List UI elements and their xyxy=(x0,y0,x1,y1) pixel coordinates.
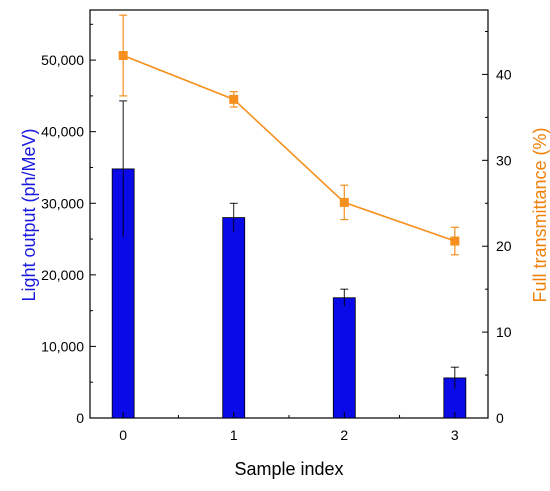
y-left-tick-label: 10,000 xyxy=(41,338,84,354)
y-right-tick-label: 10 xyxy=(496,324,512,340)
point-marker xyxy=(339,197,349,207)
x-tick-label: 1 xyxy=(230,427,238,443)
y-right-tick-label: 0 xyxy=(496,410,504,426)
bar xyxy=(332,297,356,419)
x-axis-title: Sample index xyxy=(234,459,343,479)
y-left-tick-label: 20,000 xyxy=(41,267,84,283)
point-marker xyxy=(450,236,460,246)
point-marker xyxy=(229,94,239,104)
point-marker xyxy=(118,51,128,61)
plot-area xyxy=(89,9,489,419)
y-left-axis-title: Light output (ph/MeV) xyxy=(19,128,39,301)
y-right-axis-title: Full transmittance (%) xyxy=(530,127,550,302)
transmittance-line xyxy=(122,54,456,242)
plot-frame xyxy=(89,9,489,419)
y-right-tick-label: 30 xyxy=(496,152,512,168)
y-left-tick-label: 0 xyxy=(76,410,84,426)
y-left-tick-label: 40,000 xyxy=(41,124,84,140)
x-tick-label: 0 xyxy=(119,427,127,443)
x-tick-label: 2 xyxy=(340,427,348,443)
y-right-tick-label: 20 xyxy=(496,238,512,254)
axes: 010,00020,00030,00040,00050,000010203040… xyxy=(41,23,512,443)
y-left-tick-label: 30,000 xyxy=(41,195,84,211)
x-tick-label: 3 xyxy=(451,427,459,443)
bar xyxy=(222,217,246,419)
bar-series xyxy=(111,100,467,419)
y-left-tick-label: 50,000 xyxy=(41,52,84,68)
y-right-tick-label: 40 xyxy=(496,66,512,82)
transmittance-series xyxy=(118,14,460,256)
